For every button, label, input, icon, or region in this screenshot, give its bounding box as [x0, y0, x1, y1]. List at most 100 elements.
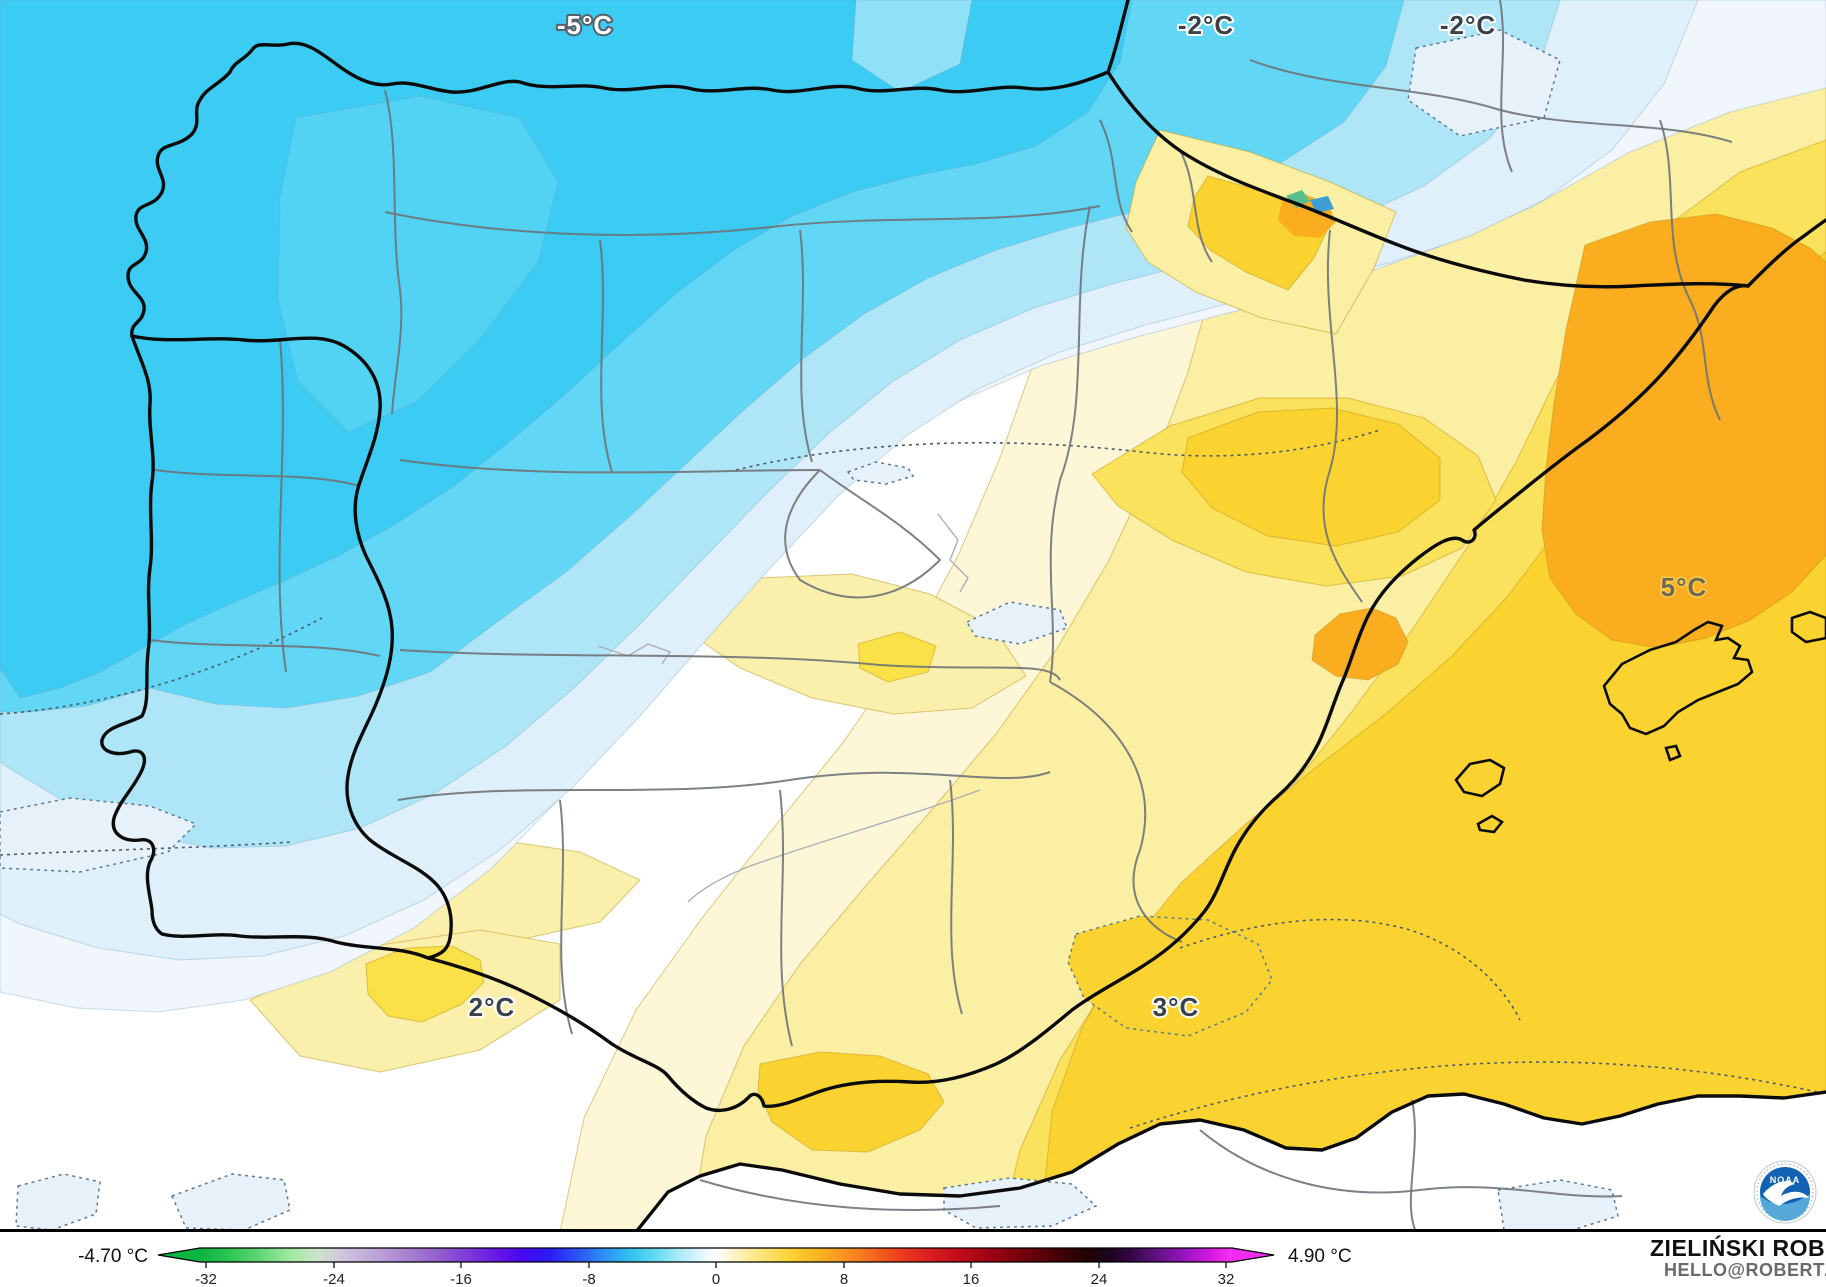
dashed-lens-east — [965, 601, 1068, 645]
dashed-patch — [15, 1173, 101, 1231]
admin-line — [1049, 681, 1183, 943]
dashed-lens-north — [846, 461, 915, 485]
tick-label: 32 — [1218, 1271, 1235, 1287]
fleck-green — [1286, 190, 1310, 208]
tick-label: -8 — [582, 1271, 595, 1287]
ibiza-island — [1454, 758, 1506, 798]
patch-gold-coast — [757, 1051, 945, 1153]
admin-line — [559, 799, 573, 1035]
portugal-spain-border — [130, 334, 453, 960]
islands — [1454, 610, 1826, 834]
noaa-logo: NOAA — [1753, 1160, 1817, 1224]
map-label-5: 5°C — [1661, 572, 1708, 602]
map-area: -5°C -2°C -2°C 5°C 2°C 3°C NOAA — [0, 0, 1826, 1232]
river — [937, 513, 969, 593]
credit-email: HELLO@ROBERTZ.CO — [1664, 1260, 1826, 1281]
orange-regions — [1311, 213, 1826, 681]
dashed-patch — [170, 1173, 291, 1231]
dotted-contour — [0, 841, 293, 856]
admin-line — [949, 779, 963, 1015]
admin-line — [149, 639, 381, 657]
pyrenees-border — [1106, 70, 1750, 289]
coastlines — [100, 0, 1826, 1232]
dashed-patch — [0, 797, 198, 873]
tick-label: 24 — [1091, 1271, 1108, 1287]
map-label-minus2-b: -2°C — [1440, 10, 1496, 40]
noaa-logo-sea — [1760, 1194, 1810, 1221]
admin-line — [1249, 59, 1733, 143]
map-label-2: 2°C — [469, 992, 516, 1022]
dashed-cool-patches — [0, 29, 1619, 1232]
admin-line — [1409, 1099, 1417, 1232]
map-label-3: 3°C — [1153, 992, 1200, 1022]
admin-line — [399, 649, 1061, 681]
colorbar: -32 -24 -16 -8 0 8 16 24 32 -4.70 °C 4.9… — [78, 1246, 1352, 1287]
tick-label: 0 — [712, 1271, 720, 1287]
dashed-patch — [1497, 1179, 1619, 1232]
colorbar-right-arrow — [1232, 1248, 1274, 1262]
credit-block: ZIELIŃSKI ROBERT HELLO@ROBERTZ.CO — [1650, 1235, 1826, 1281]
admin-line — [154, 469, 361, 487]
admin-line — [384, 205, 1101, 236]
tick-label: -16 — [450, 1271, 472, 1287]
orange-balearic — [1541, 213, 1826, 649]
credit-name: ZIELIŃSKI ROBERT — [1650, 1235, 1826, 1261]
temperature-labels: -5°C -2°C -2°C 5°C 2°C 3°C — [467, 8, 1708, 1024]
admin-line — [1659, 119, 1721, 421]
dotted-contour — [1129, 1061, 1826, 1129]
admin-line — [784, 469, 941, 599]
colorbar-max-label: 4.90 °C — [1288, 1246, 1352, 1267]
colorbar-left-arrow — [158, 1248, 200, 1262]
colorbar-outline — [157, 1247, 1275, 1263]
patch-top-slice — [851, 0, 973, 93]
noaa-logo-gull-icon — [1763, 1181, 1809, 1206]
tick-label: 8 — [840, 1271, 848, 1287]
admin-line — [1199, 1129, 1623, 1198]
colorbar-tick-labels: -32 -24 -16 -8 0 8 16 24 32 — [195, 1271, 1234, 1287]
colorbar-gradient — [200, 1248, 1232, 1262]
admin-line — [399, 459, 821, 474]
admin-line — [1322, 229, 1363, 603]
admin-line — [1179, 149, 1213, 263]
colorbar-footer: -32 -24 -16 -8 0 8 16 24 32 -4.70 °C 4.9… — [0, 1232, 1826, 1287]
admin-line — [779, 789, 793, 1047]
admin-line — [384, 89, 403, 415]
dotted-contour — [0, 617, 323, 715]
admin-line — [699, 1179, 1001, 1212]
tick-label: -32 — [195, 1271, 217, 1287]
band-gold-ebro — [1181, 407, 1441, 547]
map-label-minus5: -5°C — [557, 10, 613, 40]
patch-pale-yellow-2 — [675, 573, 1027, 715]
map-label-minus2-a: -2°C — [1178, 10, 1234, 40]
admin-line — [278, 339, 287, 673]
admin-line — [799, 229, 813, 463]
noaa-logo-text: NOAA — [1770, 1175, 1801, 1185]
mallorca-island — [1602, 620, 1754, 736]
admin-line — [599, 239, 613, 473]
tick-label: -24 — [323, 1271, 345, 1287]
patch-yellow-lamancha — [857, 631, 937, 683]
dotted-contours — [0, 429, 1826, 1129]
iberia-coastline — [100, 0, 1826, 1113]
admin-line — [1049, 205, 1091, 683]
river — [687, 789, 981, 903]
anomaly-map: -5°C -2°C -2°C 5°C 2°C 3°C NOAA — [0, 0, 1826, 1232]
admin-line — [1499, 0, 1513, 173]
admin-line — [397, 771, 1051, 801]
admin-boundaries — [149, 0, 1733, 1232]
colorbar-min-label: -4.70 °C — [78, 1246, 148, 1267]
orange-small-blob — [1311, 607, 1409, 681]
band-deep-cyan — [0, 0, 1133, 699]
africa-coastline — [634, 1090, 1826, 1232]
dashed-patch-ne — [1407, 29, 1561, 137]
fleck-blue — [1310, 196, 1334, 213]
menorca-island — [1790, 610, 1826, 644]
dashed-patch — [943, 1177, 1098, 1229]
admin-line — [1099, 119, 1133, 233]
patch-gold-3c — [1067, 915, 1273, 1037]
noaa-logo-ring-text — [1756, 1163, 1814, 1221]
formentera-island — [1476, 814, 1504, 834]
colorbar-ticks — [205, 1262, 1227, 1268]
tick-label: 16 — [963, 1271, 980, 1287]
